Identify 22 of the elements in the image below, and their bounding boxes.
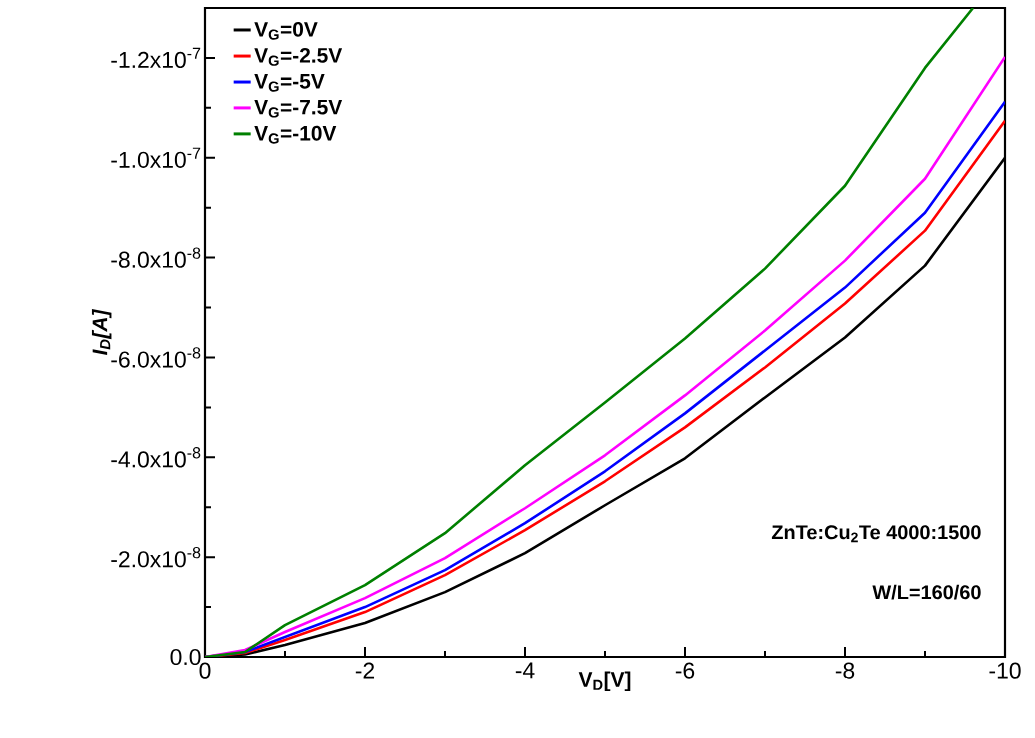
y-tick-label: 0.0 <box>170 648 201 666</box>
y-tick-label: -1.2x10$^{-7}$ <box>111 47 201 69</box>
legend-label: V$_{G}$=-5V <box>254 74 325 92</box>
y-axis-title: I$_{D}$[A] <box>91 308 112 356</box>
legend-label: V$_{G}$=-7.5V <box>254 99 343 118</box>
x-tick-label: -4 <box>515 662 535 679</box>
annotation: W/L=160/60 <box>872 584 981 600</box>
legend-label: V$_{G}$=-10V <box>254 125 337 144</box>
x-tick-label: 0 <box>199 662 211 679</box>
legend-label: V$_{G}$=-2.5V <box>254 48 343 66</box>
annotation: ZnTe:Cu$_{2}$Te 4000:1500 <box>771 525 981 543</box>
y-tick-label: -1.0x10$^{-7}$ <box>111 147 201 168</box>
x-axis-title: V$_{D}$[V] <box>578 671 631 692</box>
y-tick-label: -4.0x10$^{-8}$ <box>111 447 201 468</box>
y-tick-label: -8.0x10$^{-8}$ <box>111 247 201 268</box>
y-tick-label: -6.0x10$^{-8}$ <box>111 347 201 368</box>
x-tick-label: -8 <box>835 662 855 679</box>
y-tick-label: -2.0x10$^{-8}$ <box>111 546 201 568</box>
x-tick-label: -6 <box>675 662 695 679</box>
x-tick-label: -10 <box>989 662 1021 679</box>
legend-label: V$_{G}$=0V <box>254 21 318 40</box>
x-tick-label: -2 <box>355 662 375 679</box>
